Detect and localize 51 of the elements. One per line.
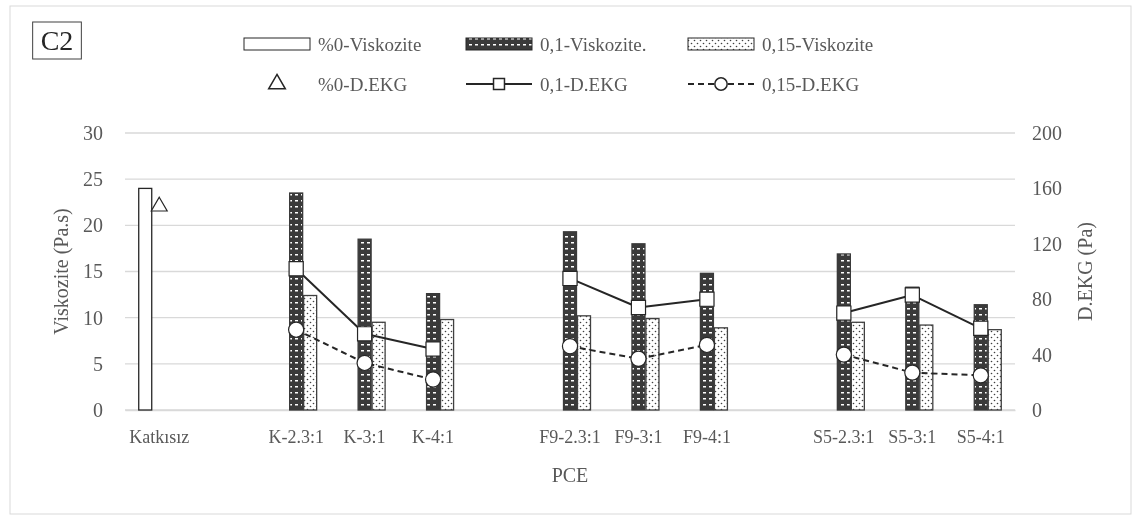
y-tick-label: 5: [93, 352, 103, 375]
x-axis-title: PCE: [551, 464, 589, 486]
point: [904, 287, 920, 303]
y2-axis-title: D.EKG (Pa): [1074, 222, 1097, 321]
point: [356, 326, 373, 342]
point: [562, 270, 578, 287]
point: [973, 320, 989, 336]
legend-label: 0,1-D.EKG: [540, 74, 628, 95]
point: [630, 299, 647, 316]
point: [287, 321, 305, 338]
x-tick-label: F9-2.3:1: [539, 426, 601, 447]
y2-tick-label: 0: [1032, 398, 1042, 421]
x-tick-label: S5-2.3:1: [813, 426, 875, 447]
x-tick-label: S5-4:1: [956, 426, 1005, 447]
y2-tick-label: 200: [1032, 121, 1062, 144]
y-tick-label: 30: [83, 121, 103, 144]
y2-tick-label: 40: [1032, 343, 1052, 366]
x-tick-label: K-4:1: [412, 426, 455, 447]
x-tick-label: S5-3:1: [888, 426, 937, 447]
x-tick-label: F9-4:1: [682, 426, 731, 447]
x-tick-label: F9-3:1: [614, 426, 663, 447]
y2-tick-label: 120: [1032, 232, 1062, 255]
point: [288, 261, 304, 277]
legend-label: 0,15-Viskozite: [762, 34, 874, 55]
point: [835, 346, 853, 363]
point: [698, 336, 716, 354]
point: [425, 341, 441, 357]
point: [904, 364, 921, 381]
x-tick-label: K-3:1: [343, 426, 386, 447]
point: [699, 291, 715, 307]
point: [630, 350, 647, 367]
y-tick-label: 20: [83, 214, 103, 237]
y-tick-label: 25: [83, 168, 103, 191]
legend-label: %0-D.EKG: [318, 74, 408, 95]
point: [836, 305, 852, 321]
legend-label: 0,1-Viskozite.: [540, 34, 647, 55]
point: [424, 371, 442, 388]
point: [356, 354, 373, 372]
point: [561, 338, 579, 355]
y2-tick-label: 80: [1032, 288, 1052, 311]
x-tick-label: Katkısız: [129, 426, 190, 447]
y-tick-label: 0: [93, 398, 103, 421]
x-tick-label: K-2.3:1: [268, 426, 324, 447]
y-tick-label: 15: [83, 260, 103, 283]
point: [972, 367, 989, 384]
y-tick-label: 10: [83, 306, 103, 329]
legend-label: %0-Viskozite: [318, 34, 422, 55]
y-axis-title: Viskozite (Pa.s): [50, 208, 73, 335]
chart-title: C2: [40, 25, 74, 56]
legend-label: 0,15-D.EKG: [762, 74, 860, 95]
y2-tick-label: 160: [1032, 177, 1062, 200]
